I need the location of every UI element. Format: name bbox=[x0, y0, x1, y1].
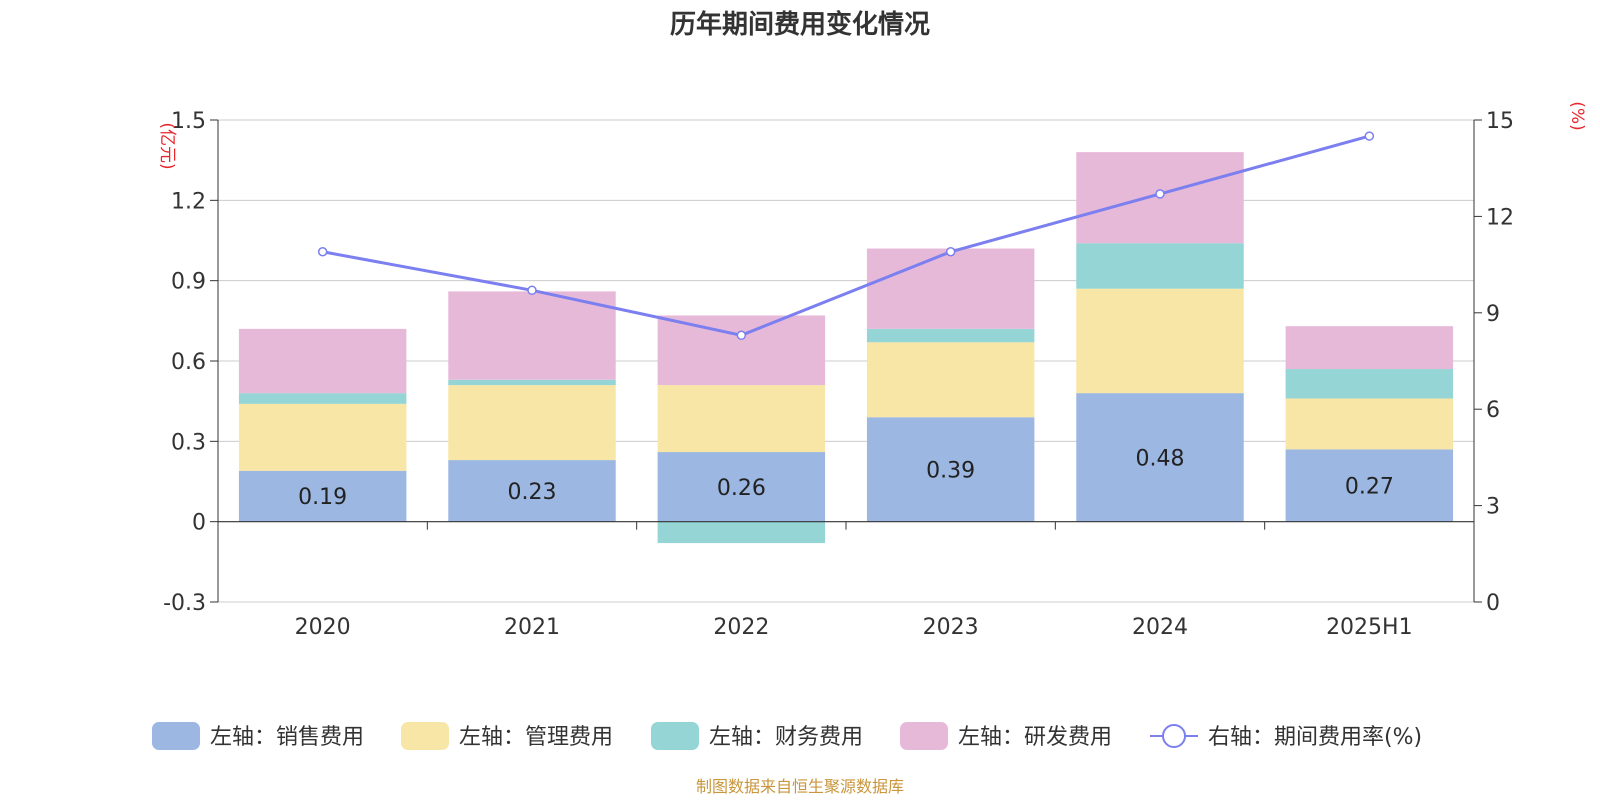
data-label: 0.27 bbox=[1345, 475, 1394, 500]
bar-segment bbox=[448, 379, 616, 386]
legend-swatch bbox=[401, 722, 449, 750]
data-label: 0.19 bbox=[298, 485, 347, 510]
left-tick-label: 0 bbox=[192, 511, 206, 536]
bar-segment bbox=[1285, 449, 1454, 522]
left-tick-label: 0.3 bbox=[171, 430, 206, 455]
right-tick-label: 12 bbox=[1486, 205, 1514, 230]
left-tick-label: 0.6 bbox=[171, 350, 206, 375]
rate-point bbox=[945, 246, 956, 257]
bar-segment bbox=[1076, 393, 1244, 522]
rate-point bbox=[317, 246, 328, 257]
legend-swatch bbox=[152, 722, 200, 750]
left-axis-unit: (亿元) bbox=[157, 122, 177, 169]
bar-segment bbox=[238, 470, 407, 522]
rate-point bbox=[1364, 131, 1375, 141]
legend-swatch-marker bbox=[1162, 724, 1186, 748]
data-label: 0.39 bbox=[926, 458, 975, 483]
legend-label: 右轴：期间费用率(%) bbox=[1208, 725, 1422, 750]
rate-line-path bbox=[322, 134, 1370, 337]
axes: -0.3 0 0.3 0.6 0.9 1.2 1.5 0 3 6 9 12 15 2020 2021 2022… bbox=[163, 109, 1514, 640]
legend-label: 左轴：管理费用 bbox=[459, 725, 613, 750]
category-label: 2025H1 bbox=[1326, 615, 1413, 640]
rate-line bbox=[317, 131, 1375, 341]
bar-segment bbox=[866, 417, 1035, 522]
bar-segment bbox=[448, 460, 616, 522]
grid-lines bbox=[218, 119, 1474, 603]
chart-title: 历年期间费用变化情况 bbox=[670, 9, 930, 40]
legend-swatch bbox=[651, 722, 699, 750]
rate-point bbox=[736, 330, 747, 341]
legend-swatch bbox=[900, 722, 948, 750]
bar-segment bbox=[1076, 288, 1244, 394]
bar-segment bbox=[1285, 398, 1454, 450]
bar-segment bbox=[657, 521, 826, 544]
left-tick-label: -0.3 bbox=[163, 591, 206, 616]
bar-segment bbox=[238, 393, 407, 404]
bar-segment bbox=[448, 385, 616, 461]
legend-label: 左轴：销售费用 bbox=[210, 725, 364, 750]
bar-segment bbox=[657, 315, 826, 386]
right-tick-label: 0 bbox=[1486, 591, 1500, 616]
right-tick-label: 15 bbox=[1486, 109, 1514, 134]
source-note: 制图数据来自恒生聚源数据库 bbox=[696, 777, 904, 796]
bar-segment bbox=[657, 385, 826, 453]
left-tick-label: 1.5 bbox=[171, 109, 206, 134]
data-label: 0.23 bbox=[508, 480, 557, 505]
category-label: 2020 bbox=[295, 615, 351, 640]
bar-segment bbox=[866, 248, 1035, 329]
right-axis-unit: (%) bbox=[1567, 101, 1587, 130]
bar-segment bbox=[866, 342, 1035, 418]
category-label: 2024 bbox=[1132, 615, 1188, 640]
rate-point bbox=[527, 285, 537, 296]
bar-segment bbox=[1076, 243, 1244, 289]
data-label: 0.48 bbox=[1136, 446, 1185, 471]
legend-label: 左轴：研发费用 bbox=[958, 725, 1112, 750]
rate-point bbox=[1155, 189, 1165, 199]
right-tick-label: 6 bbox=[1486, 398, 1500, 423]
category-label: 2021 bbox=[504, 615, 560, 640]
right-tick-label: 3 bbox=[1486, 495, 1500, 520]
bar-segment bbox=[866, 328, 1035, 343]
bar-segment bbox=[238, 328, 407, 394]
bars bbox=[238, 152, 1454, 544]
right-tick-label: 9 bbox=[1486, 302, 1500, 327]
left-tick-label: 0.9 bbox=[171, 270, 206, 295]
legend-label: 左轴：财务费用 bbox=[709, 725, 863, 750]
category-label: 2023 bbox=[923, 615, 979, 640]
data-label: 0.26 bbox=[717, 476, 766, 501]
data-labels: 0.19 0.23 0.26 0.39 0.48 0.27 bbox=[298, 446, 1394, 510]
left-tick-label: 1.2 bbox=[171, 189, 206, 214]
bar-segment bbox=[657, 452, 826, 522]
bar-segment bbox=[1285, 369, 1454, 399]
bar-segment bbox=[238, 403, 407, 471]
bar-segment bbox=[448, 291, 616, 380]
bar-segment bbox=[1285, 326, 1454, 370]
category-label: 2022 bbox=[713, 615, 769, 640]
legend: 左轴：销售费用 左轴：管理费用 左轴：财务费用 左轴：研发费用 右轴：期间费用率(%) bbox=[152, 722, 1422, 750]
